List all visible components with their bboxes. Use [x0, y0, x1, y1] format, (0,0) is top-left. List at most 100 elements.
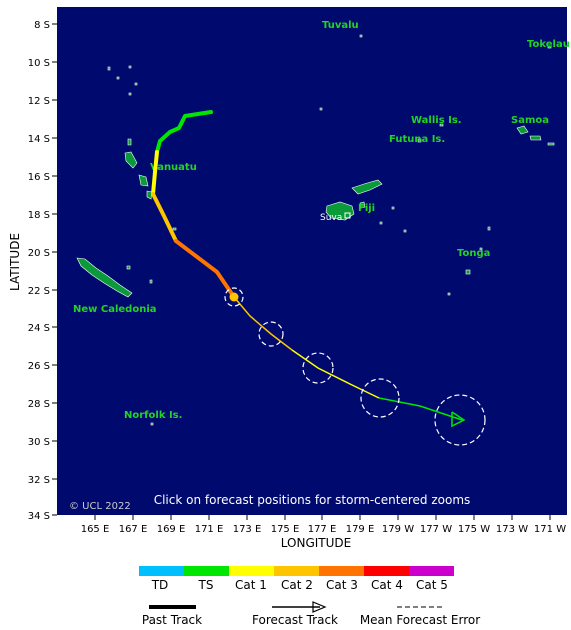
place-label-wallis: Wallis Is.	[411, 115, 462, 126]
forecast-track	[233, 296, 466, 428]
lat-label: 8 S	[34, 20, 50, 31]
zoom-hint-text: Click on forecast positions for storm-ce…	[154, 493, 471, 507]
vanuatu-island	[146, 190, 153, 200]
fiji-vanua-levu	[351, 179, 383, 195]
small-island	[465, 269, 471, 275]
forecast-error-circles	[224, 287, 486, 446]
legend-label-cat1: Cat 1	[235, 578, 267, 592]
small-island	[134, 82, 138, 86]
forecast-track-ts-segment	[378, 397, 463, 421]
lon-label: 175 W	[458, 524, 490, 535]
small-island	[116, 76, 120, 80]
vanuatu-island	[124, 151, 138, 169]
lat-axis-title: LATITUDE	[8, 233, 22, 291]
legend-swatch-cat2	[274, 566, 319, 576]
forecast-error-circle[interactable]	[360, 378, 400, 418]
past-track-cat3-segment	[174, 239, 236, 299]
suva-marker-icon	[344, 212, 351, 219]
small-island	[149, 279, 153, 284]
past-track-cat2-segment	[151, 192, 178, 243]
lon-label: 167 E	[119, 524, 148, 535]
forecast-error-circle[interactable]	[302, 352, 334, 384]
place-label-fiji: Fiji	[358, 203, 375, 214]
lon-label: 177 W	[420, 524, 452, 535]
small-island	[359, 34, 363, 38]
legend-label-cat3: Cat 3	[326, 578, 358, 592]
forecast-track-cat1-segment	[291, 349, 380, 399]
small-island	[319, 107, 323, 111]
small-island	[479, 247, 483, 251]
lat-label: 30 S	[28, 437, 50, 448]
lat-label: 28 S	[28, 399, 50, 410]
legend-swatch-ts	[184, 566, 229, 576]
intensity-legend: TD TS Cat 1 Cat 2 Cat 3 Cat 4 Cat 5	[139, 566, 454, 592]
small-island	[417, 138, 422, 143]
small-island	[439, 123, 444, 127]
copyright-text: © UCL 2022	[69, 501, 131, 512]
lon-label: 171 W	[534, 524, 566, 535]
legend-swatch-cat1	[229, 566, 274, 576]
small-island	[391, 206, 395, 210]
lon-axis-title: LONGITUDE	[281, 536, 351, 550]
lat-label: 32 S	[28, 475, 50, 486]
place-label-vanuatu: Vanuatu	[150, 162, 197, 173]
lat-label: 18 S	[28, 210, 50, 221]
vanuatu-island	[127, 138, 132, 146]
lat-label: 24 S	[28, 323, 50, 334]
small-island	[128, 65, 132, 69]
place-label-tokelau: Tokelau	[527, 39, 570, 50]
lon-label: 171 E	[195, 524, 224, 535]
small-island	[547, 142, 555, 146]
lat-label: 34 S	[28, 511, 50, 522]
lon-label: 165 E	[81, 524, 110, 535]
new-caledonia-island	[76, 257, 133, 298]
past-track-cat1-segment	[151, 150, 159, 196]
legend-label-cat5: Cat 5	[416, 578, 448, 592]
place-label-samoa: Samoa	[511, 115, 549, 126]
legend-label-ts: TS	[198, 578, 214, 592]
legend-swatch-cat5	[409, 566, 454, 576]
lat-label: 26 S	[28, 361, 50, 372]
small-island	[403, 229, 407, 233]
legend-swatch-cat4	[364, 566, 409, 576]
lat-label: 16 S	[28, 172, 50, 183]
legend-swatch-cat3	[319, 566, 364, 576]
small-island	[379, 221, 383, 225]
fiji-island	[359, 201, 366, 209]
small-island	[447, 292, 451, 296]
forecast-error-circle[interactable]	[434, 394, 486, 446]
samoa-island	[529, 135, 542, 141]
small-island	[128, 92, 132, 96]
forecast-error-circle[interactable]	[258, 321, 284, 347]
lon-label: 177 E	[308, 524, 337, 535]
place-label-tonga: Tonga	[457, 248, 490, 259]
legend-label-cat4: Cat 4	[371, 578, 403, 592]
lon-label: 175 E	[271, 524, 300, 535]
forecast-error-circle[interactable]	[224, 287, 244, 307]
lat-label: 20 S	[28, 248, 50, 259]
lat-label: 22 S	[28, 286, 50, 297]
vanuatu-island	[138, 174, 149, 187]
small-island	[172, 227, 177, 231]
lon-label: 179 E	[346, 524, 375, 535]
lon-label: 179 W	[382, 524, 414, 535]
lat-label: 14 S	[28, 134, 50, 145]
past-track	[151, 110, 236, 299]
legend-swatch-td	[139, 566, 184, 576]
past-track-ts-segment	[155, 110, 213, 154]
small-island	[150, 422, 154, 426]
forecast-track-cat2-segment	[233, 296, 293, 351]
forecast-track-label: Forecast Track	[252, 613, 338, 627]
past-track-label: Past Track	[142, 613, 202, 627]
ocean-area	[57, 7, 567, 515]
place-label-new-caledonia: New Caledonia	[73, 304, 157, 315]
latitude-axis	[52, 23, 57, 516]
small-island	[126, 265, 131, 270]
legend-label-td: TD	[151, 578, 169, 592]
lon-label: 173 W	[496, 524, 528, 535]
track-legend: Past Track Forecast Track Mean Forecast …	[142, 601, 480, 627]
place-label-norfolk: Norfolk Is.	[124, 410, 182, 421]
small-island	[547, 45, 552, 49]
mean-error-label: Mean Forecast Error	[360, 613, 480, 627]
